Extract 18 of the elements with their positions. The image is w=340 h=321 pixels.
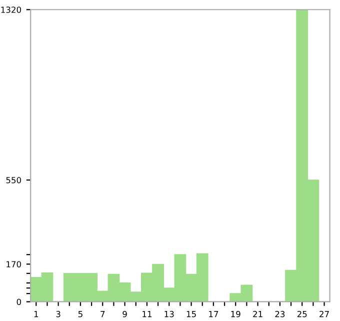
x-tick-label: 15 (186, 311, 196, 318)
y-tick-label: 1320 (1, 6, 22, 13)
x-tick-label: 27 (320, 310, 329, 318)
y-tick-label: 550 (6, 177, 22, 184)
x-tick-label: 11 (142, 311, 152, 318)
y-tick-label: 170 (6, 261, 22, 268)
x-tick-label: 17 (209, 311, 218, 318)
x-tick-label: 13 (164, 310, 174, 318)
x-tick-label: 9 (122, 310, 127, 318)
x-tick-label: 23 (275, 310, 285, 318)
x-tick-label: 19 (231, 310, 240, 318)
x-tick-label: 7 (100, 311, 105, 318)
x-tick-label: 21 (253, 310, 262, 318)
x-tick-label: 1 (34, 311, 38, 318)
x-tick-label: 25 (297, 310, 307, 318)
x-tick-label: 3 (56, 310, 60, 318)
x-tick-label: 5 (78, 311, 82, 318)
y-tick-label: 0 (16, 298, 22, 306)
